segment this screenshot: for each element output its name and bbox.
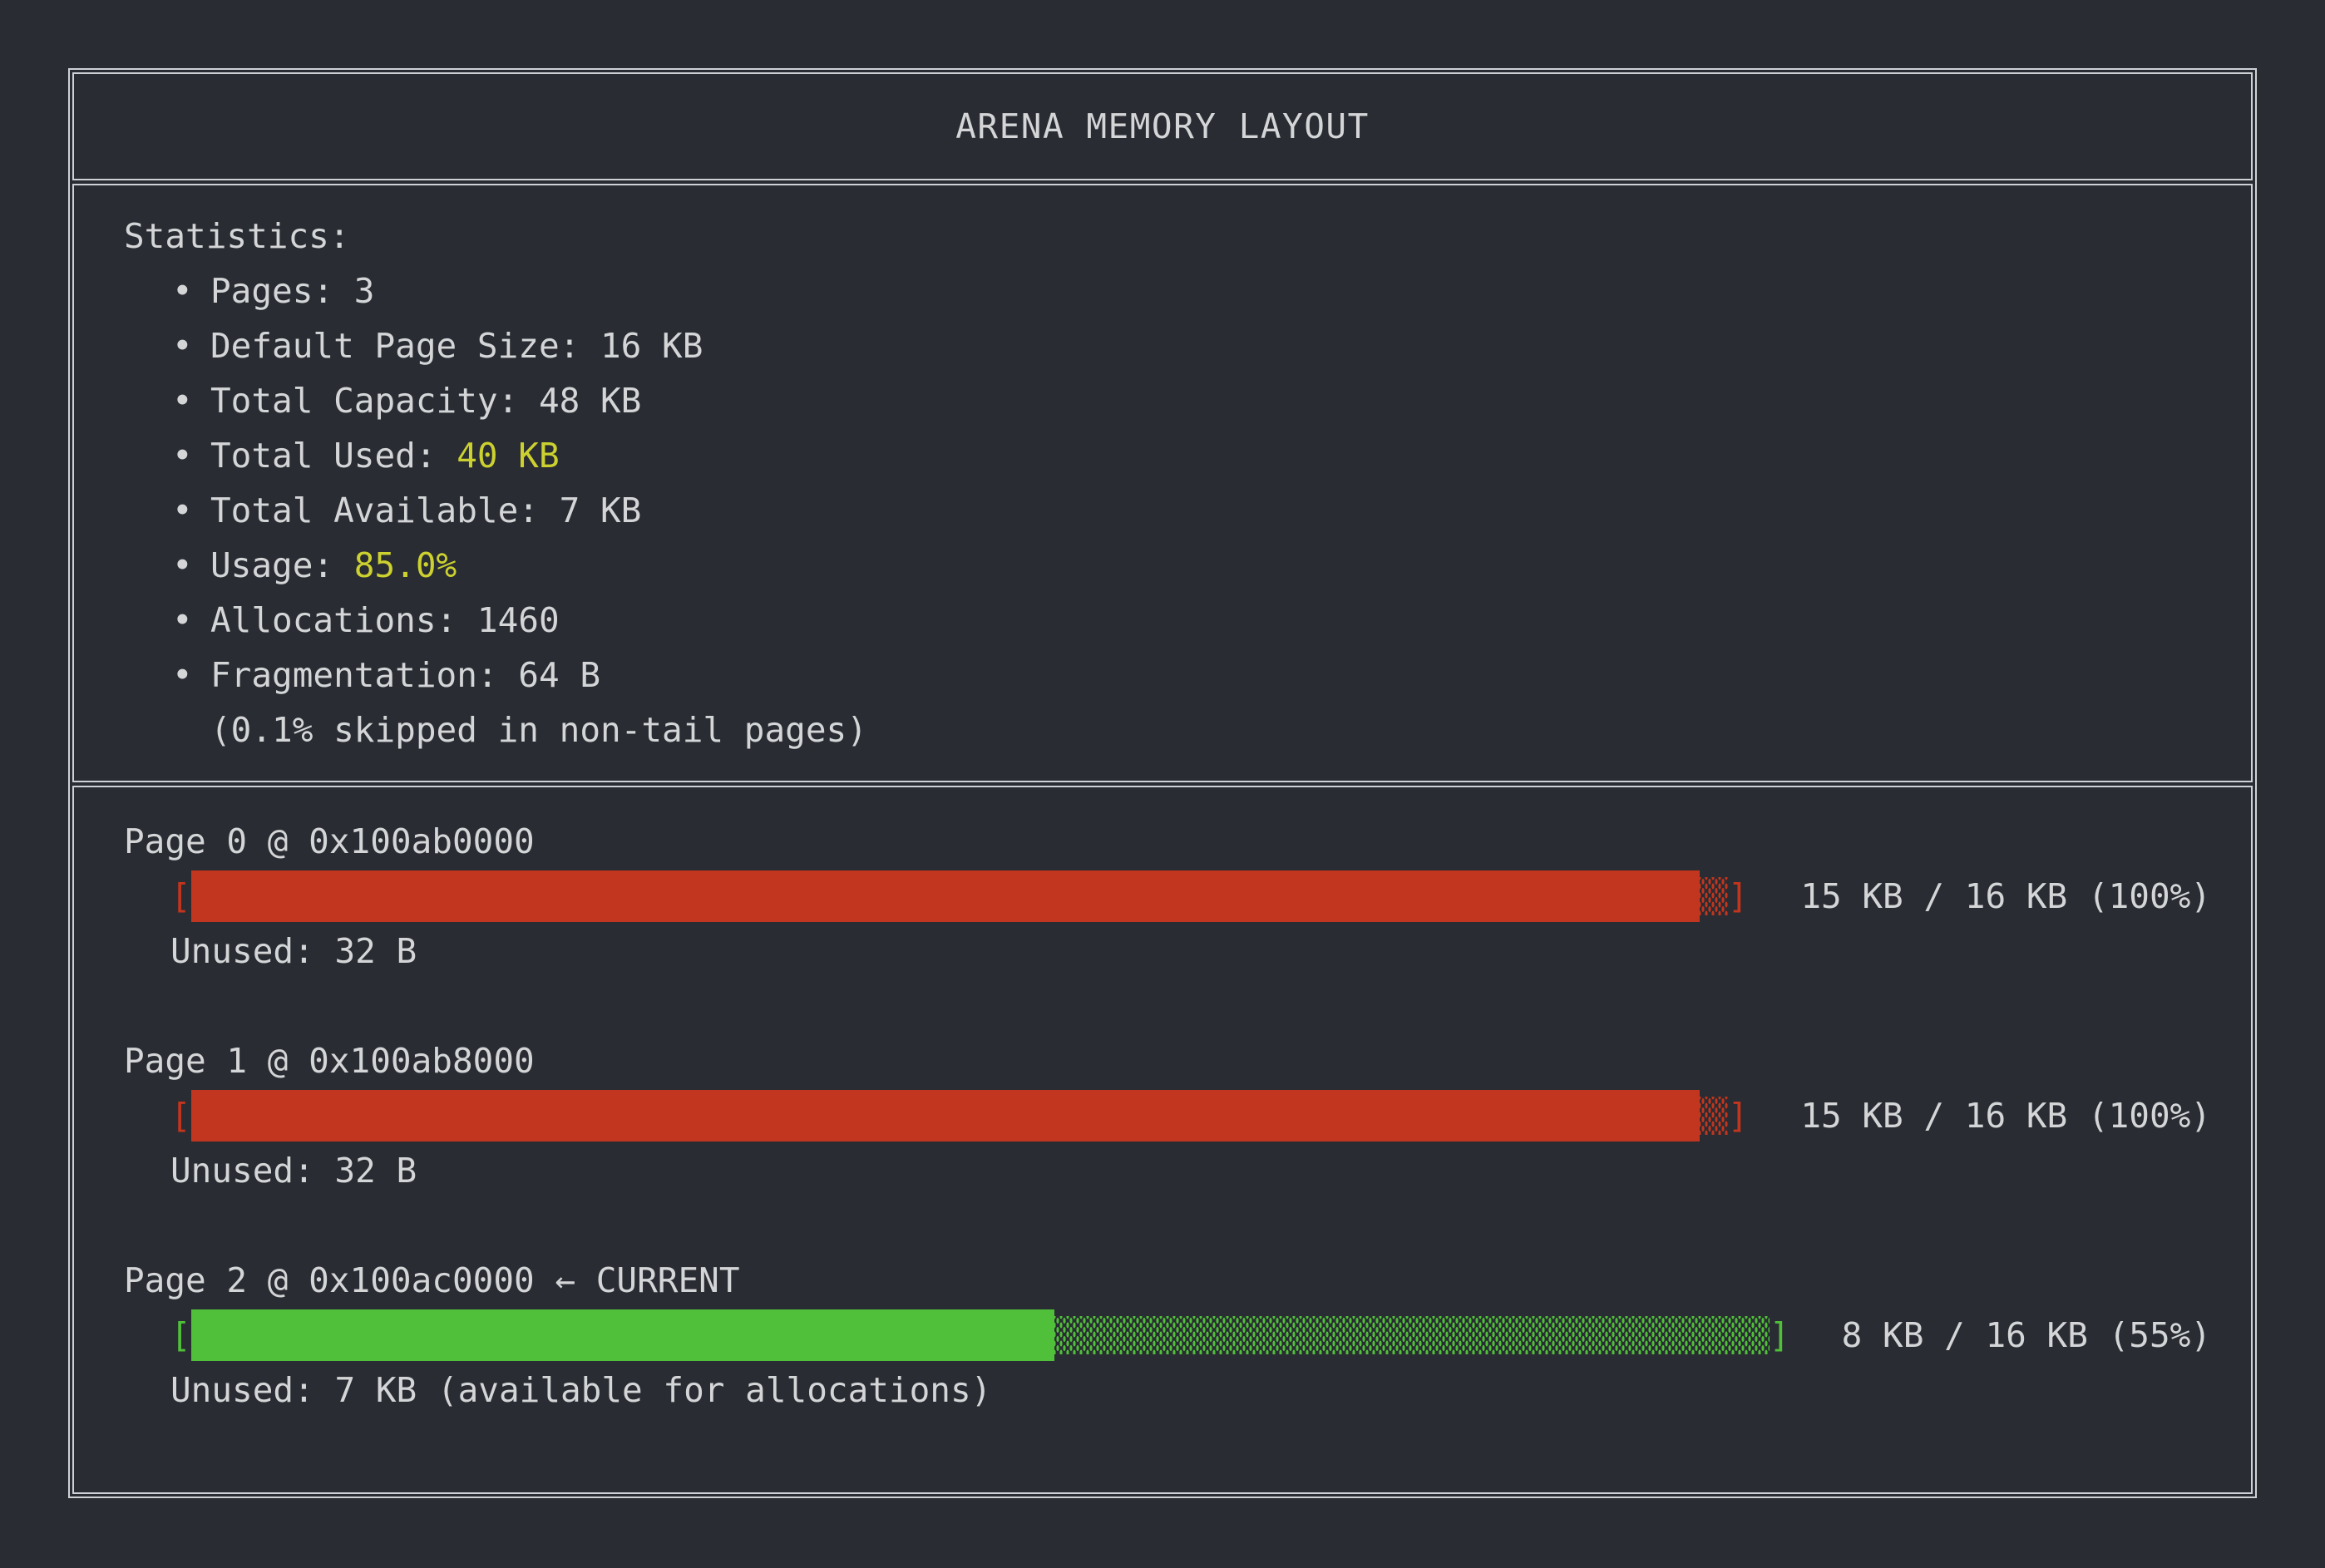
page-block-2-current: Page 2 @ 0x100ac0000 ← CURRENT [ ] 8 KB … [124,1253,2251,1418]
stat-text: Pages: 3 [210,271,375,311]
page-unused-label: Unused: 32 B [170,1151,417,1191]
stat-text: Default Page Size: 16 KB [210,326,703,366]
blank-line [124,979,2251,1033]
page-block-0: Page 0 @ 0x100ab0000 [ ] 15 KB / 16 KB (… [124,814,2251,1033]
bar-usage-label: 15 KB / 16 KB (100%) [1800,876,2211,916]
bar-usage-label: 8 KB / 16 KB (55%) [1821,1315,2211,1355]
blank-line [124,1198,2251,1253]
usage-bar: [ ] 15 KB / 16 KB (100%) [124,869,2251,924]
stat-text: Fragmentation: 64 B [210,655,600,695]
stat-row-fragmentation: • Fragmentation: 64 B [124,648,2218,703]
bar-open-bracket: [ [170,1096,191,1136]
bar-used-segment [190,1309,1054,1361]
usage-bar: [ ] 15 KB / 16 KB (100%) [124,1088,2251,1143]
bullet-icon: • [172,545,193,585]
bullet-icon: • [172,326,193,366]
bullet-icon: • [172,271,193,311]
stat-row-total-available: • Total Available: 7 KB [124,483,2218,538]
bullet-icon: • [172,381,193,421]
bar-open-bracket: [ [170,1315,191,1355]
bar-open-bracket: [ [170,876,191,916]
stat-row-total-used: • Total Used: 40 KB [124,428,2218,483]
stat-text: Total Capacity: 48 KB [210,381,642,421]
stat-text: Total Available: 7 KB [210,491,642,530]
stat-text: Total Used: [210,436,437,476]
bar-used-segment [190,1090,1700,1141]
stat-value: 40 KB [436,436,560,476]
stat-text: Allocations: 1460 [210,600,560,640]
bullet-icon: • [172,491,193,530]
usage-bar: [ ] 8 KB / 16 KB (55%) [124,1308,2251,1363]
bullet-icon: • [172,600,193,640]
page-header: Page 2 @ 0x100ac0000 ← CURRENT [124,1260,740,1300]
bar-free-segment [1699,877,1728,915]
stat-row-pages: • Pages: 3 [124,264,2218,318]
bar-free-segment [1699,1097,1728,1135]
bar-usage-label: 15 KB / 16 KB (100%) [1800,1096,2211,1136]
bullet-icon: • [172,655,193,695]
page-unused-label: Unused: 32 B [170,931,417,971]
stat-row-allocations: • Allocations: 1460 [124,593,2218,648]
stat-row-default-page-size: • Default Page Size: 16 KB [124,318,2218,373]
page-unused-label: Unused: 7 KB (available for allocations) [170,1370,992,1410]
stats-heading: Statistics: [124,216,350,256]
bar-close-bracket: ] [1727,1096,1749,1136]
page-block-1: Page 1 @ 0x100ab8000 [ ] 15 KB / 16 KB (… [124,1033,2251,1253]
fragmentation-note: (0.1% skipped in non-tail pages) [210,710,867,750]
bar-close-bracket: ] [1727,876,1749,916]
page-header: Page 0 @ 0x100ab0000 [124,821,535,861]
bar-free-segment [1054,1316,1770,1354]
bullet-icon: • [172,436,193,476]
bar-close-bracket: ] [1769,1315,1790,1355]
stat-value: 85.0% [333,545,457,585]
title-panel: ARENA MEMORY LAYOUT [72,72,2253,180]
stats-panel: Statistics: • Pages: 3 • Default Page Si… [72,184,2253,782]
pages-panel: Page 0 @ 0x100ab0000 [ ] 15 KB / 16 KB (… [72,786,2253,1494]
stat-row-usage: • Usage: 85.0% [124,538,2218,593]
stat-text: Usage: [210,545,334,585]
outer-frame: ARENA MEMORY LAYOUT Statistics: • Pages:… [68,68,2257,1498]
bar-used-segment [190,870,1700,922]
page-header: Page 1 @ 0x100ab8000 [124,1041,535,1081]
page-title: ARENA MEMORY LAYOUT [955,106,1370,146]
stat-row-total-capacity: • Total Capacity: 48 KB [124,373,2218,428]
